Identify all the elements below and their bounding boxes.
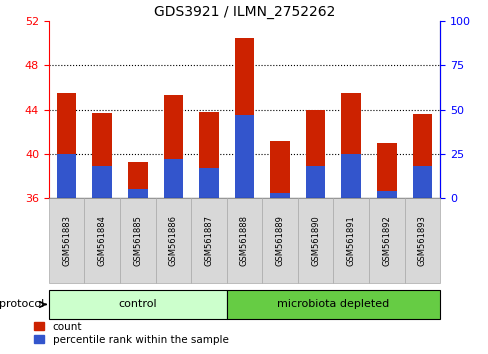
Bar: [199, 112, 218, 198]
Bar: [270, 141, 289, 198]
Bar: [270, 193, 289, 198]
Bar: [234, 38, 254, 198]
Text: GSM561887: GSM561887: [204, 215, 213, 266]
Bar: [305, 110, 325, 198]
Bar: [163, 95, 183, 198]
Bar: [376, 191, 396, 198]
Text: GSM561884: GSM561884: [98, 215, 106, 266]
Text: GSM561890: GSM561890: [310, 215, 320, 266]
Bar: [341, 93, 360, 198]
Bar: [234, 115, 254, 198]
Legend: count, percentile rank within the sample: count, percentile rank within the sample: [30, 317, 232, 349]
Text: GSM561886: GSM561886: [168, 215, 178, 266]
Bar: [92, 113, 112, 198]
Bar: [128, 189, 147, 198]
Text: control: control: [118, 299, 157, 309]
Text: microbiota depleted: microbiota depleted: [277, 299, 389, 309]
Bar: [163, 159, 183, 198]
Bar: [412, 114, 431, 198]
Bar: [57, 93, 76, 198]
Bar: [376, 143, 396, 198]
Bar: [341, 154, 360, 198]
Title: GDS3921 / ILMN_2752262: GDS3921 / ILMN_2752262: [154, 5, 334, 19]
Bar: [57, 154, 76, 198]
Text: GSM561892: GSM561892: [382, 215, 390, 266]
Bar: [92, 166, 112, 198]
Text: GSM561893: GSM561893: [417, 215, 426, 266]
Text: GSM561885: GSM561885: [133, 215, 142, 266]
Bar: [412, 166, 431, 198]
Text: GSM561883: GSM561883: [62, 215, 71, 266]
Text: GSM561891: GSM561891: [346, 215, 355, 266]
Bar: [128, 162, 147, 198]
Bar: [305, 166, 325, 198]
Text: GSM561889: GSM561889: [275, 215, 284, 266]
Text: GSM561888: GSM561888: [240, 215, 248, 266]
Bar: [199, 168, 218, 198]
Text: protocol: protocol: [0, 299, 44, 309]
